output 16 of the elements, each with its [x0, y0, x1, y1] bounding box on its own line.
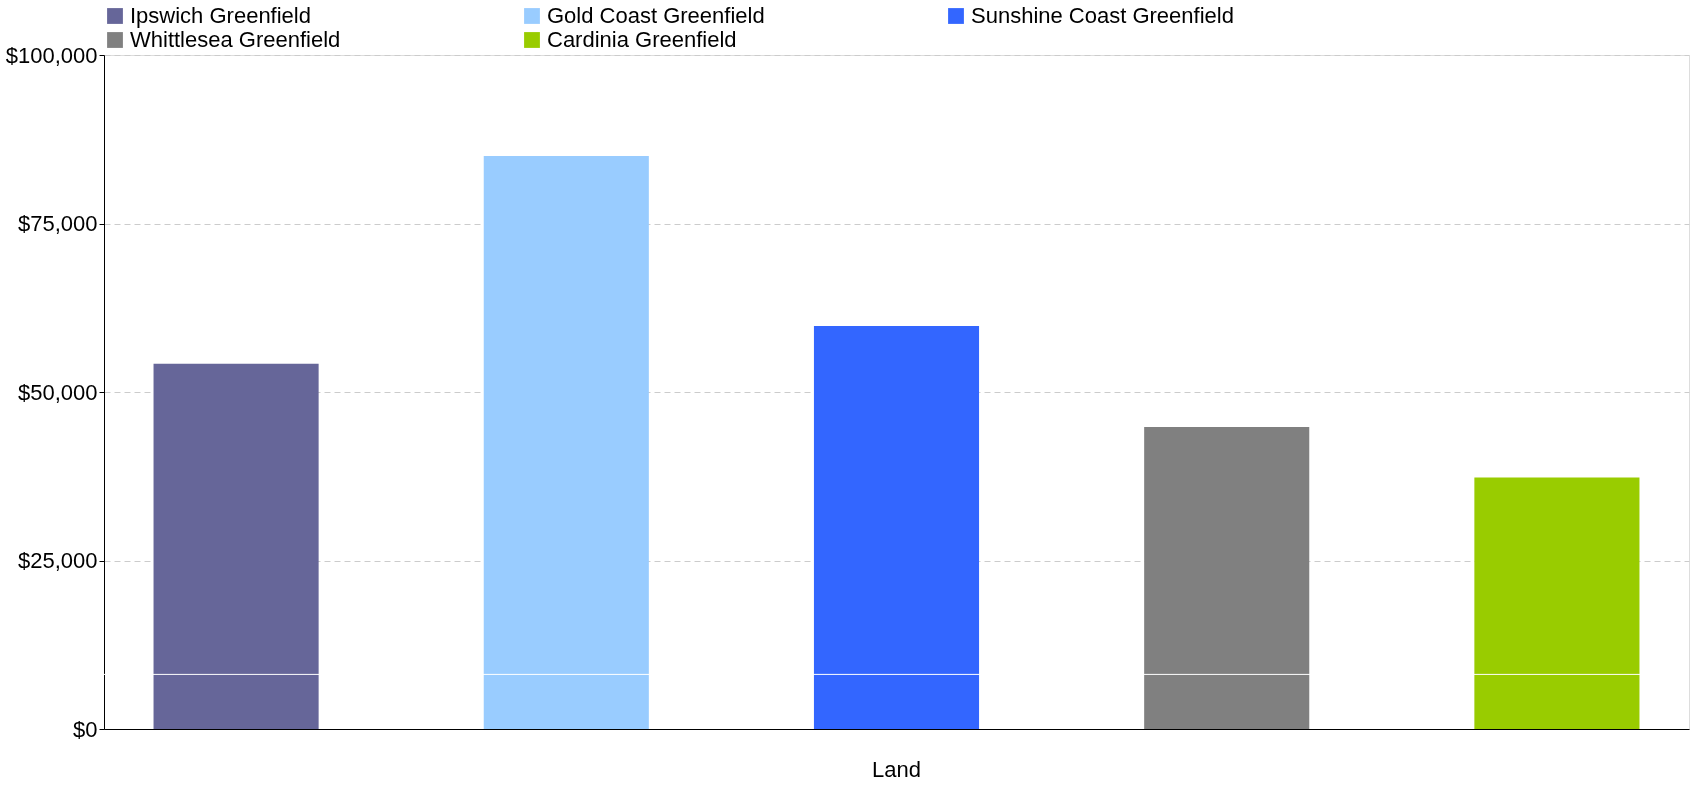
bar [1474, 477, 1640, 729]
y-tick-label: $100,000 [5, 42, 98, 68]
y-tick-label: $50,000 [17, 379, 98, 405]
bar [1144, 427, 1310, 729]
bar [813, 325, 980, 729]
legend-label: Cardinia Greenfield [547, 27, 737, 52]
y-tick-label: $25,000 [17, 548, 98, 573]
legend-label: Ipswich Greenfield [130, 3, 311, 28]
y-tick-label: $0 [73, 716, 98, 742]
y-tick-label: $75,000 [17, 211, 98, 236]
bar [483, 156, 649, 729]
legend-label: Whittlesea Greenfield [130, 27, 341, 52]
x-tick-label: Land [872, 756, 921, 782]
legend-label: Sunshine Coast Greenfield [971, 3, 1234, 28]
legend-label: Gold Coast Greenfield [547, 3, 765, 28]
bar [153, 363, 319, 729]
